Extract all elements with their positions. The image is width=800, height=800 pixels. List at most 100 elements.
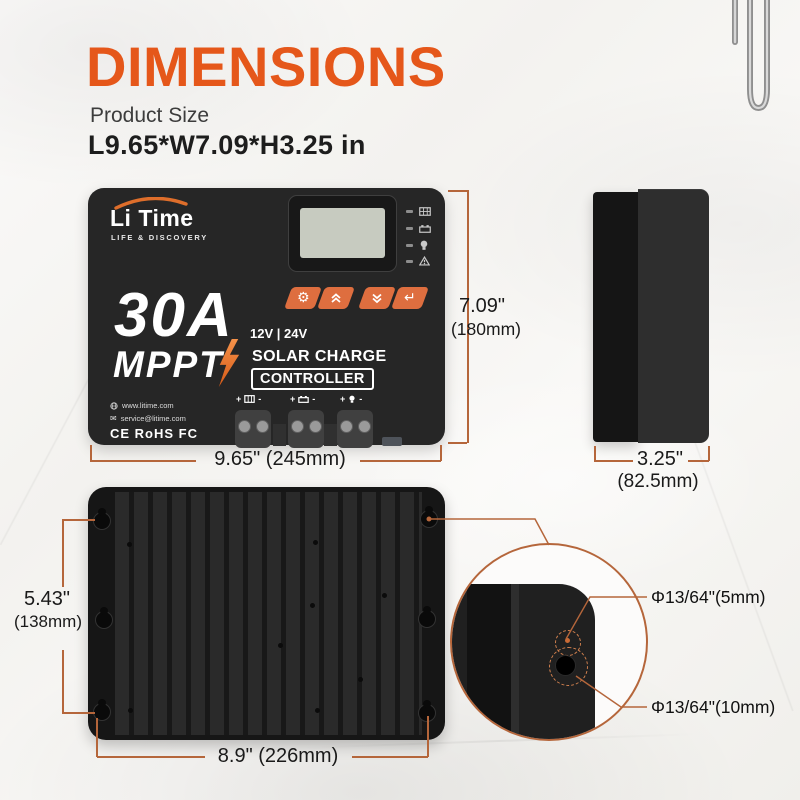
chevron-double-up-icon — [331, 293, 341, 303]
envelope-icon: ✉ — [110, 414, 117, 423]
lcd-frame — [288, 195, 397, 272]
brand-swoosh — [114, 197, 188, 210]
dim-height-line — [467, 190, 469, 443]
dim-depth-inch: 3.25" — [636, 448, 684, 470]
gear-icon: ⚙ — [296, 290, 310, 306]
screw-dot — [382, 593, 387, 598]
minus-sign: - — [359, 394, 363, 404]
chevron-double-down-icon — [372, 293, 382, 304]
screw-dot — [310, 603, 315, 608]
dim-height-mm: (180mm) — [450, 319, 521, 339]
mounting-hole-top-left — [93, 508, 111, 530]
enter-button: ↵ — [390, 287, 430, 309]
minus-sign: - — [312, 394, 316, 404]
product-name-line2: CONTROLLER — [251, 368, 374, 390]
magnified-fin — [467, 584, 511, 739]
led-dot — [406, 244, 413, 247]
up-button — [316, 287, 356, 309]
terminal-screw — [237, 420, 251, 433]
plus-sign: + — [236, 394, 242, 404]
lightning-bolt-icon — [218, 339, 240, 387]
heatsink-fins — [115, 492, 422, 735]
terminal-screw — [357, 420, 371, 433]
magnified-fin-highlight — [511, 584, 519, 739]
terminal-load — [337, 410, 373, 448]
hole-small-label: Φ13/64"(5mm) — [651, 587, 766, 607]
terminal-tab — [324, 424, 337, 446]
plus-sign: + — [340, 394, 346, 404]
dim-width-line-right — [360, 460, 441, 462]
led-indicator-load — [406, 240, 429, 251]
website-label: www.litime.com — [122, 401, 174, 410]
led-indicator-fault — [406, 256, 430, 266]
screw-dot — [313, 540, 318, 545]
led-dot — [406, 259, 413, 263]
screw-dot — [128, 708, 133, 713]
dim-backwidth-line-right — [352, 756, 428, 758]
lcd-screen — [300, 208, 385, 258]
product-name-line1: SOLAR CHARGE — [252, 348, 387, 365]
keyhole-hole — [555, 655, 576, 676]
dim-width-line-left — [90, 460, 196, 462]
terminal-solar — [235, 410, 271, 448]
terminal-label-solar: + - — [236, 394, 261, 404]
magnifier-circle — [450, 543, 648, 741]
side-view-body — [638, 189, 709, 443]
brand-name: Li Time — [110, 205, 194, 231]
battery-icon — [298, 396, 310, 403]
brand-tagline: LIFE & DISCOVERY — [111, 233, 208, 242]
dim-depth-tick-right — [708, 446, 710, 461]
dim-backheight-tick-bottom — [62, 712, 95, 714]
current-rating: 30A — [114, 281, 234, 350]
led-indicator-battery — [406, 224, 431, 233]
mounting-hole-mid-right — [418, 606, 436, 628]
solar-panel-icon — [244, 395, 256, 403]
minus-sign: - — [258, 394, 262, 404]
mounting-hole-top-right — [420, 506, 438, 528]
website-row: www.litime.com — [110, 401, 174, 410]
led-indicator-solar — [406, 207, 431, 216]
terminal-screw — [339, 420, 353, 433]
down-button — [357, 287, 397, 309]
dim-height-tick-top — [448, 190, 467, 192]
load-icon — [349, 395, 355, 403]
plus-sign: + — [290, 394, 296, 404]
email-label: service@litime.com — [120, 414, 186, 423]
terminal-label-load: + - — [340, 394, 362, 404]
mppt-label: MPPT — [113, 344, 224, 385]
dim-depth-tick-left — [594, 446, 596, 461]
battery-icon — [419, 225, 431, 233]
dim-backheight-line-bottom — [62, 650, 64, 713]
keyhole-large-outline — [549, 647, 588, 686]
dim-backheight-line-top — [62, 519, 64, 587]
terminal-tab — [273, 424, 286, 446]
load-icon — [420, 240, 428, 250]
solar-panel-icon — [419, 207, 431, 216]
side-notch — [382, 437, 402, 446]
globe-icon — [110, 401, 118, 410]
page-title: DIMENSIONS — [86, 35, 446, 98]
dim-height-tick-bottom — [448, 442, 467, 444]
dim-width-label: 9.65" (245mm) — [214, 448, 346, 470]
screw-dot — [127, 542, 132, 547]
enter-icon: ↵ — [404, 290, 416, 306]
front-view: Li Time LIFE & DISCOVERY ⚙ ↵ 30A 12V | 2… — [88, 188, 445, 448]
warning-icon — [419, 256, 430, 266]
product-size-value: L9.65*W7.09*H3.25 in — [88, 130, 366, 160]
product-size-label: Product Size — [90, 104, 210, 127]
dim-backheight-inch: 5.43" — [23, 588, 71, 610]
dim-backwidth-line-left — [97, 756, 205, 758]
mounting-hole-mid-left — [95, 607, 113, 629]
email-row: ✉ service@litime.com — [110, 414, 186, 423]
screw-dot — [358, 677, 363, 682]
side-view-front-face — [593, 192, 638, 442]
settings-button: ⚙ — [283, 287, 323, 309]
terminal-battery — [288, 410, 324, 448]
voltage-rating: 12V | 24V — [250, 326, 308, 341]
dim-depth-line-left — [594, 460, 633, 462]
led-dot — [406, 210, 413, 213]
dim-backwidth-label: 8.9" (226mm) — [217, 745, 339, 767]
terminal-screw — [308, 420, 322, 433]
hole-large-label: Φ13/64"(10mm) — [651, 697, 776, 717]
callout-dot — [565, 638, 570, 643]
